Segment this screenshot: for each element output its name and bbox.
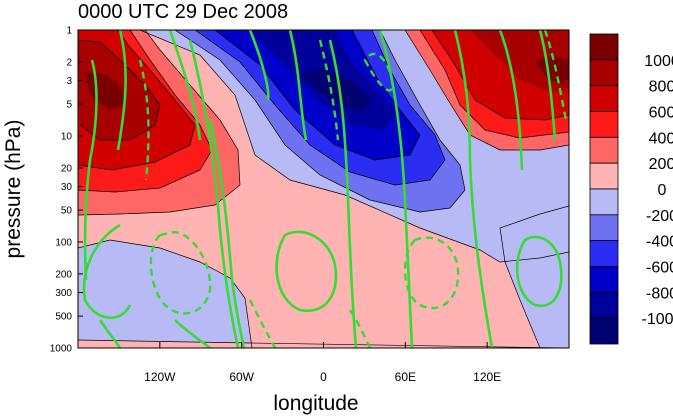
colorbar-swatch — [589, 188, 619, 216]
colorbar: 1000 800 600 400 200 0 -200 -400 -600 -800 -1000 — [589, 33, 673, 345]
shade-neg-min — [300, 68, 372, 112]
shade-pos-1000-west — [84, 72, 126, 110]
colorbar-swatch — [589, 85, 619, 112]
y-tick-label: 10 — [61, 132, 73, 143]
y-tick-label: 100 — [55, 238, 72, 249]
colorbar-swatch — [589, 214, 619, 242]
colorbar-swatch — [589, 266, 619, 293]
x-tick-label: 60W — [229, 370, 254, 384]
colorbar-swatch — [589, 136, 619, 164]
colorbar-swatch — [589, 240, 619, 267]
colorbar-label: 400 — [649, 130, 673, 147]
chart-title: 0000 UTC 29 Dec 2008 — [78, 1, 288, 23]
colorbar-label: 0 — [658, 182, 667, 199]
colorbar-swatch — [589, 162, 619, 190]
y-axis-label: pressure (hPa) — [2, 120, 25, 259]
colorbar-label: -800 — [646, 285, 673, 302]
shade-neg-low-band — [78, 240, 252, 348]
plot-area — [78, 30, 569, 348]
y-tick-label: 500 — [55, 312, 72, 323]
shade-pos-1000-east — [535, 56, 569, 84]
y-tick-label: 30 — [61, 182, 73, 193]
y-tick-label: 5 — [66, 100, 72, 111]
y-tick-label: 20 — [61, 163, 73, 174]
x-tick-label: 120E — [473, 370, 501, 384]
x-axis: 120W 60W 0 60E 120E — [144, 342, 501, 384]
y-tick-label: 2 — [66, 57, 72, 68]
colorbar-label: -200 — [646, 208, 673, 225]
colorbar-label: -400 — [646, 234, 673, 251]
colorbar-label: 200 — [649, 156, 673, 173]
colorbar-label: 1000 — [644, 53, 673, 70]
shade-surface-pos — [78, 340, 569, 348]
colorbar-label: -600 — [646, 260, 673, 277]
colorbar-swatch — [589, 59, 619, 87]
colorbar-label: -1000 — [642, 311, 673, 328]
colorbar-label: 600 — [649, 105, 673, 122]
y-tick-label: 3 — [66, 76, 72, 87]
y-axis: 1 2 3 5 10 20 30 50 100 200 300 500 1000 — [50, 26, 83, 355]
colorbar-swatch — [589, 291, 619, 319]
colorbar-swatch — [589, 111, 619, 138]
x-tick-label: 120W — [144, 370, 176, 384]
green-dashed-contours — [138, 30, 568, 348]
colorbar-swatch — [589, 33, 619, 61]
y-tick-label: 1 — [66, 26, 72, 37]
y-tick-label: 1000 — [50, 344, 73, 355]
x-tick-label: 60E — [395, 370, 416, 384]
y-tick-label: 200 — [55, 269, 72, 280]
y-tick-label: 50 — [61, 206, 73, 217]
x-axis-label: longitude — [273, 392, 358, 415]
colorbar-swatch — [589, 317, 619, 345]
x-tick-label: 0 — [320, 370, 327, 384]
colorbar-label: 800 — [649, 79, 673, 96]
green-contour-lines — [82, 30, 563, 348]
y-tick-label: 300 — [55, 288, 72, 299]
